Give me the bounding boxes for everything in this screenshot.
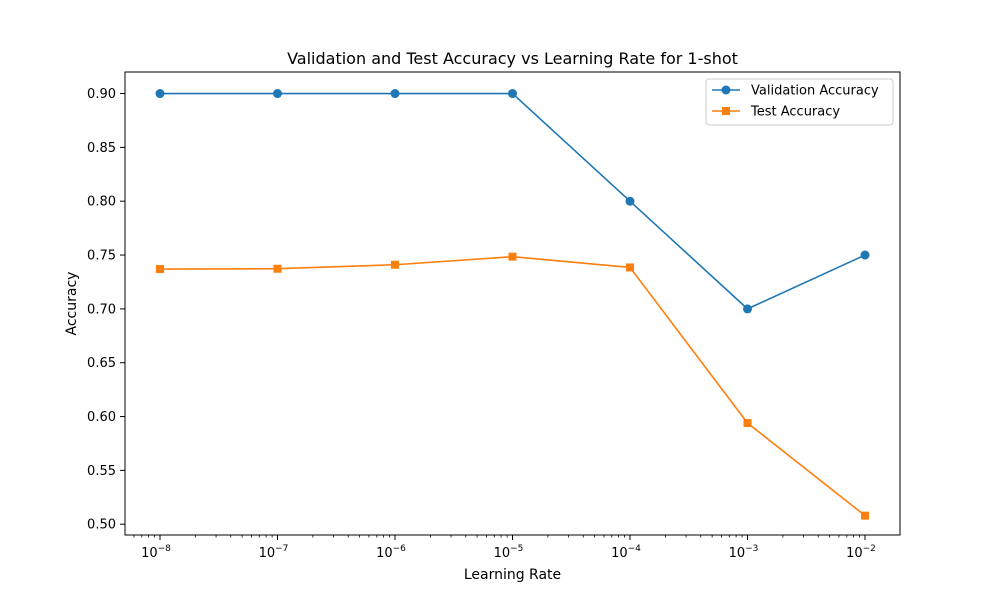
- legend-marker: [722, 107, 730, 115]
- data-point: [860, 250, 870, 260]
- x-tick-base: 10: [611, 546, 628, 561]
- x-tick-base: 10: [729, 546, 746, 561]
- x-tick-exponent: −7: [275, 544, 288, 554]
- series-line-1: [160, 92, 866, 310]
- y-axis-label: Accuracy: [64, 272, 80, 336]
- series-line-2: [159, 255, 866, 517]
- legend: Validation Accuracy Test Accuracy: [705, 78, 894, 126]
- data-point: [743, 419, 752, 428]
- x-tick-base: 10: [141, 546, 158, 561]
- x-tick-label: 10−3: [729, 544, 759, 561]
- legend-box: [705, 78, 894, 126]
- x-tick-exponent: −8: [158, 544, 172, 554]
- plot-area-frame: [124, 71, 901, 536]
- chart-title: Validation and Test Accuracy vs Learning…: [287, 49, 738, 68]
- x-axis-label: Learning Rate: [464, 567, 561, 583]
- y-tick-label: 0.65: [87, 356, 116, 371]
- data-point: [508, 89, 517, 99]
- data-point: [155, 89, 165, 99]
- x-tick-exponent: −2: [863, 544, 876, 554]
- x-tick-base: 10: [259, 546, 276, 561]
- y-tick-label: 0.90: [87, 87, 116, 102]
- x-tick-label: 10−8: [141, 544, 171, 561]
- y-tick-label: 0.70: [87, 302, 116, 317]
- legend-label: Test Accuracy: [750, 105, 840, 120]
- data-point: [391, 260, 399, 269]
- x-tick-base: 10: [376, 546, 393, 561]
- data-point: [625, 196, 635, 206]
- data-point: [273, 264, 282, 273]
- x-axis: 10−8 10−7 10−6 10−5 10−4 10−3 10−2: [133, 535, 876, 561]
- data-point: [390, 89, 400, 99]
- series-layer: [155, 89, 870, 520]
- x-tick-label: 10−4: [611, 544, 641, 561]
- x-tick-exponent: −6: [393, 544, 407, 554]
- data-point: [861, 511, 869, 520]
- data-point: [626, 263, 634, 272]
- y-tick-label: 0.50: [87, 518, 116, 533]
- x-tick-base: 10: [846, 546, 863, 561]
- x-tick-base: 10: [494, 546, 511, 561]
- y-tick-label: 0.55: [87, 464, 116, 479]
- y-tick-label: 0.60: [87, 410, 116, 425]
- x-tick-exponent: −3: [745, 544, 758, 554]
- y-tick-label: 0.85: [87, 141, 116, 156]
- data-point: [508, 252, 517, 261]
- x-tick-label: 10−7: [259, 544, 289, 561]
- x-tick-label: 10−5: [494, 544, 524, 561]
- x-tick-exponent: −5: [510, 544, 523, 554]
- data-point: [156, 265, 164, 274]
- y-tick-label: 0.75: [87, 249, 116, 264]
- data-point: [273, 89, 282, 99]
- x-tick-label: 10−2: [846, 544, 876, 561]
- x-tick-label: 10−6: [376, 544, 406, 561]
- y-tick-label: 0.80: [87, 195, 116, 210]
- legend-label: Validation Accuracy: [751, 84, 879, 99]
- x-tick-exponent: −4: [628, 544, 642, 554]
- legend-marker: [721, 85, 731, 95]
- y-axis: 0.50 0.55 0.60 0.65 0.70 0.75 0.80 0.85 0.90: [87, 87, 125, 533]
- data-point: [743, 304, 752, 314]
